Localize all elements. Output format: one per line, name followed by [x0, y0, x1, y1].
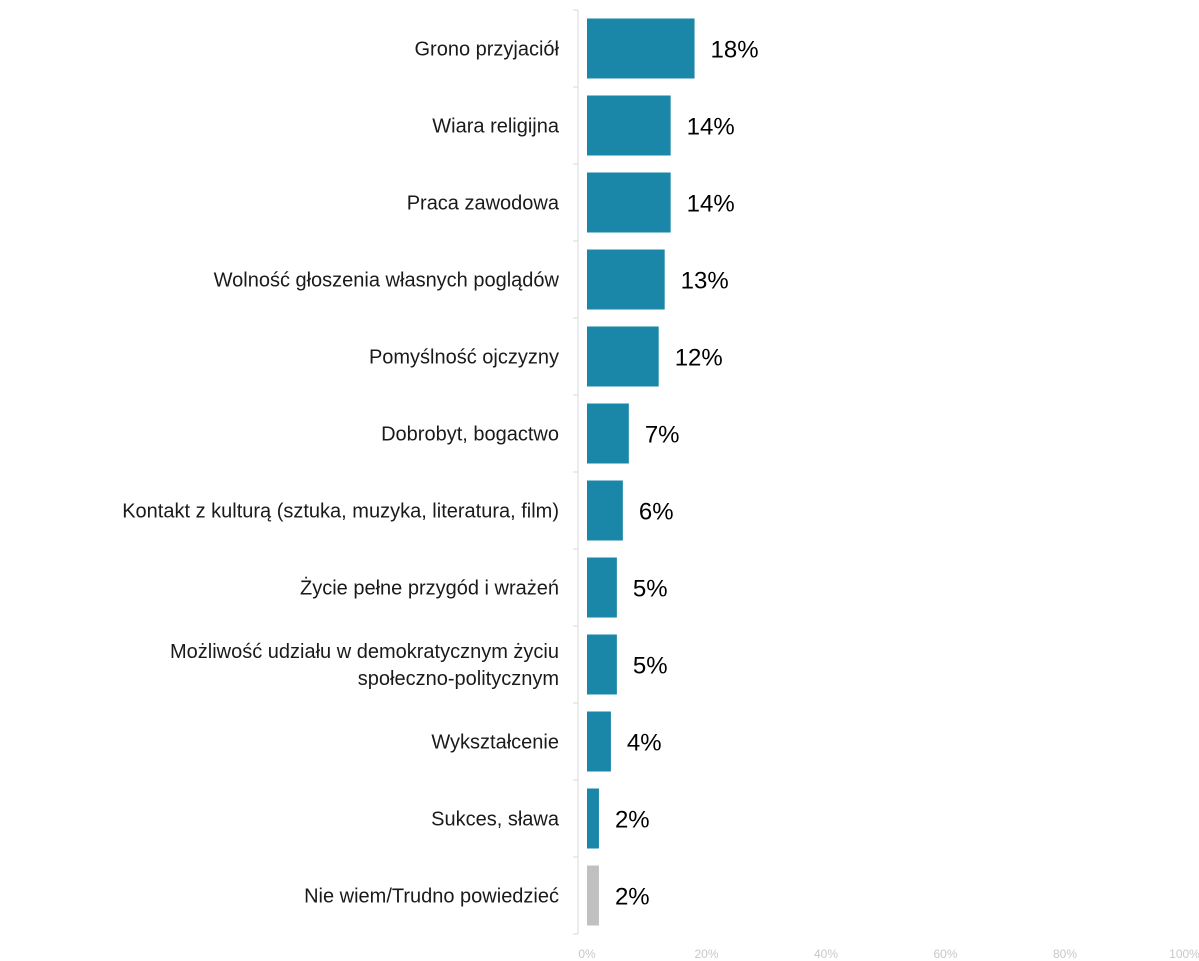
- category-label: Życie pełne przygód i wrażeń: [300, 577, 559, 600]
- bar: [587, 403, 629, 464]
- category-label: Możliwość udziału w demokratycznym życiu…: [170, 641, 559, 690]
- category-label-line: Możliwość udziału w demokratycznym życiu: [170, 641, 559, 663]
- x-tick-label: 80%: [1053, 947, 1077, 961]
- category-label: Nie wiem/Trudno powiedzieć: [304, 886, 559, 908]
- category-label-line: Nie wiem/Trudno powiedzieć: [304, 886, 559, 908]
- category-label: Wiara religijna: [432, 116, 560, 138]
- category-label-line: Pomyślność ojczyzny: [369, 347, 559, 369]
- bar: [587, 95, 671, 156]
- value-labels: 18% 14% 14% 13% 12% 7% 6% 5% 5% 4% 2% 2%: [615, 37, 759, 911]
- bar-series: [587, 18, 695, 926]
- y-axis-ticks: [573, 9, 578, 935]
- bar: [587, 788, 599, 849]
- bar-value-label: 14%: [687, 114, 735, 141]
- category-label-line: Praca zawodowa: [407, 193, 560, 215]
- category-labels: Grono przyjaciół Wiara religijna Praca zaw…: [122, 39, 560, 908]
- bar: [587, 172, 671, 233]
- bar-value-label: 18%: [711, 37, 759, 64]
- bar: [587, 18, 695, 79]
- x-tick-label: 60%: [933, 947, 957, 961]
- category-label-line: społeczno-politycznym: [358, 668, 559, 690]
- x-tick-label: 40%: [814, 947, 838, 961]
- bar-value-label: 5%: [633, 576, 668, 603]
- category-label-line: Wykształcenie: [431, 732, 559, 754]
- x-axis-tick-labels: 0% 20% 40% 60% 80% 100%: [578, 947, 1199, 961]
- category-label: Dobrobyt, bogactwo: [381, 424, 559, 446]
- category-label-line: Wolność głoszenia własnych poglądów: [214, 270, 560, 292]
- category-label: Kontakt z kulturą (sztuka, muzyka, liter…: [122, 501, 559, 523]
- bar-value-label: 7%: [645, 422, 680, 449]
- category-label: Sukces, sława: [431, 809, 560, 831]
- bar: [587, 634, 617, 695]
- category-label: Pomyślność ojczyzny: [369, 347, 559, 369]
- bar: [587, 865, 599, 926]
- bar: [587, 557, 617, 618]
- category-label-line: Sukces, sława: [431, 809, 560, 831]
- category-label-line: Kontakt z kulturą (sztuka, muzyka, liter…: [122, 501, 559, 523]
- bar: [587, 326, 659, 387]
- bar: [587, 711, 611, 772]
- bar-value-label: 2%: [615, 884, 650, 911]
- category-label-line: Grono przyjaciół: [414, 39, 559, 61]
- bar-value-label: 5%: [633, 653, 668, 680]
- bar-value-label: 14%: [687, 191, 735, 218]
- category-label-line: Dobrobyt, bogactwo: [381, 424, 559, 446]
- bar-value-label: 2%: [615, 807, 650, 834]
- bar: [587, 249, 665, 310]
- bar: [587, 480, 623, 541]
- category-label: Praca zawodowa: [407, 193, 560, 215]
- bar-value-label: 12%: [675, 345, 723, 372]
- bar-value-label: 4%: [627, 730, 662, 757]
- x-tick-label: 0%: [578, 947, 596, 961]
- x-tick-label: 100%: [1169, 947, 1199, 961]
- bar-value-label: 6%: [639, 499, 674, 526]
- x-tick-label: 20%: [694, 947, 718, 961]
- category-label: Grono przyjaciół: [414, 39, 559, 61]
- category-label: Wolność głoszenia własnych poglądów: [214, 270, 560, 292]
- category-label: Wykształcenie: [431, 732, 559, 754]
- category-label-line: Wiara religijna: [432, 116, 560, 138]
- category-label-line: Życie pełne przygód i wrażeń: [300, 577, 559, 600]
- bar-value-label: 13%: [681, 268, 729, 295]
